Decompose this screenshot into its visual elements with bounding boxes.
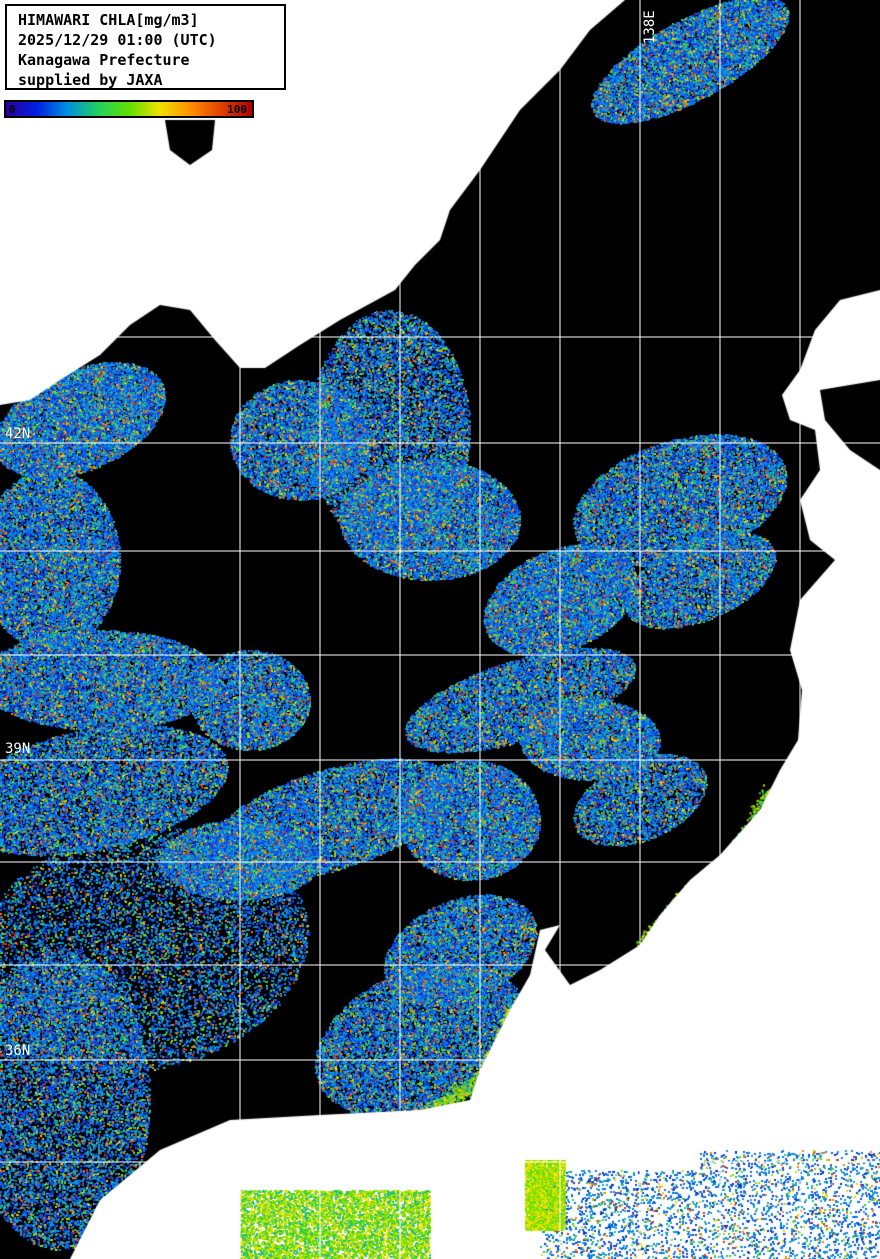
colorbar: 0 100 bbox=[4, 100, 254, 118]
colorbar-max-label: 100 bbox=[227, 103, 247, 116]
colorbar-min-label: 0 bbox=[9, 103, 16, 116]
lat-label-42n: 42N bbox=[5, 426, 31, 442]
lat-label-39n: 39N bbox=[5, 741, 31, 757]
legend-line-region: Kanagawa Prefecture bbox=[18, 51, 190, 69]
lat-label-36n: 36N bbox=[5, 1043, 31, 1059]
lon-label-138e: 138E bbox=[642, 10, 658, 44]
legend-line-datetime: 2025/12/29 01:00 (UTC) bbox=[18, 31, 217, 49]
legend-line-supplier: supplied by JAXA bbox=[18, 71, 163, 89]
legend-line-product: HIMAWARI CHLA[mg/m3] bbox=[18, 11, 199, 29]
legend-title-box: HIMAWARI CHLA[mg/m3] 2025/12/29 01:00 (UT… bbox=[5, 4, 286, 90]
